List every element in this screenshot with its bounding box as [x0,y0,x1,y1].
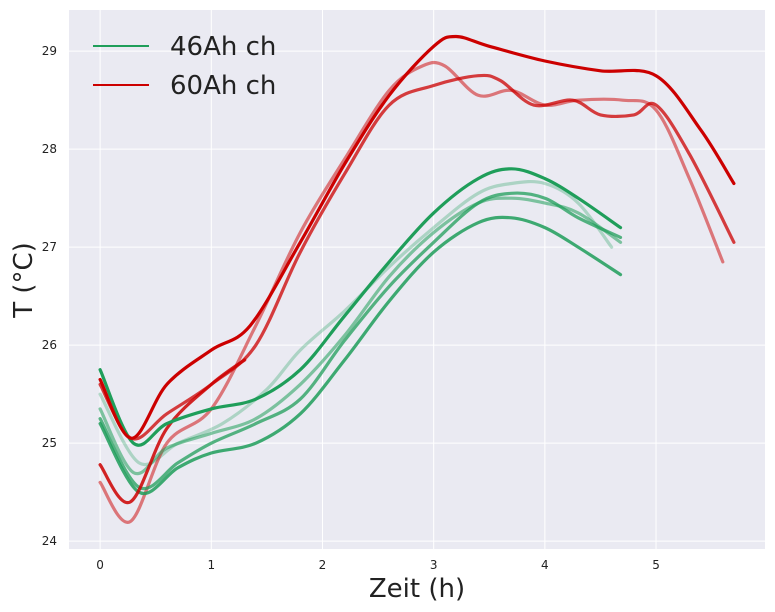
y-tick-label: 28 [42,142,57,156]
x-axis-label: Zeit (h) [369,574,465,604]
legend-label-60ah: 60Ah ch [170,71,276,101]
series-line-46ah [98,191,623,491]
y-tick-label: 29 [42,44,57,58]
y-tick-label: 24 [42,534,57,548]
series-line-60ah [98,34,736,440]
series-line-46ah [98,167,623,447]
x-tick-label: 5 [652,558,660,572]
y-tick-label: 25 [42,436,57,450]
series-line-60ah [98,358,247,504]
legend: 46Ah ch 60Ah ch [93,32,276,101]
x-tick-label: 2 [319,558,327,572]
y-tick-label: 26 [42,338,57,352]
y-axis-label: T (°C) [9,242,39,319]
series-line-46ah [98,196,623,476]
x-tick-label: 4 [541,558,549,572]
y-tick-label: 27 [42,240,57,254]
series-layer [98,34,736,524]
series-line-60ah [98,60,725,524]
x-tick-label: 0 [96,558,104,572]
series-line-46ah [98,215,623,496]
legend-label-46ah: 46Ah ch [170,32,276,62]
tick-labels: 0 1 2 3 4 5 24 25 26 27 28 29 [42,44,660,572]
x-tick-label: 3 [430,558,438,572]
x-tick-label: 1 [207,558,215,572]
